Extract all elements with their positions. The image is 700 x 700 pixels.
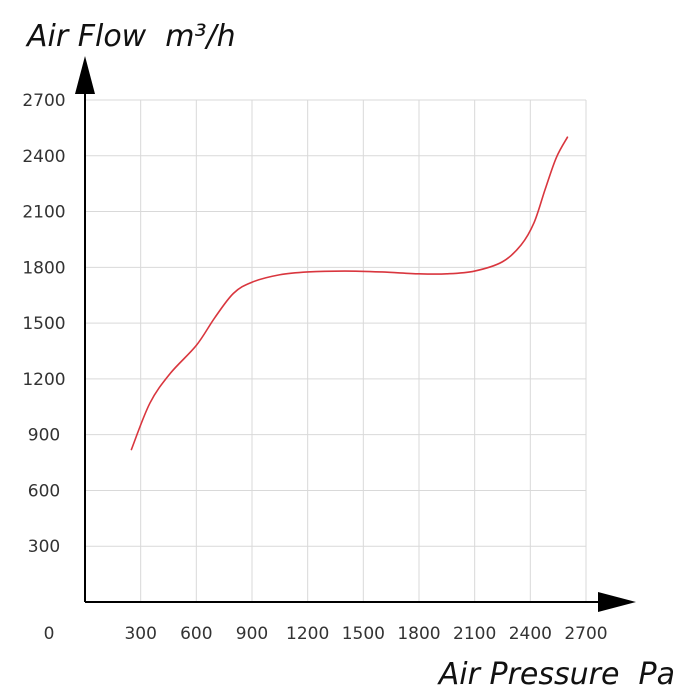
x-tick-label: 1500 [342, 624, 385, 644]
origin-label: 0 [44, 624, 55, 644]
y-tick-label: 2700 [22, 91, 65, 111]
y-tick-label: 1800 [22, 258, 65, 278]
y-axis-title: Air Flow m³/h [25, 19, 236, 54]
x-axis-arrow-icon [598, 592, 636, 612]
x-tick-label: 600 [180, 624, 212, 644]
y-tick-label: 1200 [22, 370, 65, 390]
series-line [130, 136, 569, 451]
x-tick-label: 300 [124, 624, 156, 644]
axes [75, 56, 636, 612]
y-tick-label: 2400 [22, 147, 65, 167]
x-tick-label: 1200 [286, 624, 329, 644]
tick-labels: 300 600 900 1200 1500 1800 2100 2400 2700 300 600 9… [22, 91, 607, 644]
y-axis-arrow-icon [75, 56, 95, 94]
series [130, 136, 569, 451]
x-tick-label: 2100 [453, 624, 496, 644]
y-tick-label: 1500 [22, 314, 65, 334]
x-axis-title: Air Pressure Pa [437, 657, 675, 692]
y-tick-label: 900 [28, 426, 60, 446]
y-tick-label: 600 [28, 481, 60, 501]
y-tick-label: 2100 [22, 203, 65, 223]
x-tick-label: 2700 [564, 624, 607, 644]
x-tick-label: 1800 [397, 624, 440, 644]
x-tick-label: 900 [236, 624, 268, 644]
y-tick-label: 300 [28, 537, 60, 557]
grid-lines [85, 99, 587, 602]
x-tick-label: 2400 [509, 624, 552, 644]
